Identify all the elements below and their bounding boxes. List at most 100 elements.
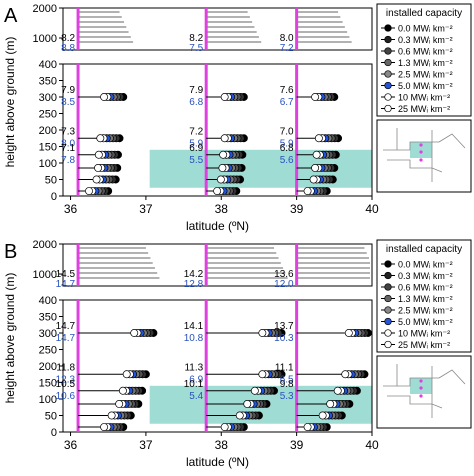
- state-border: [438, 133, 466, 149]
- value-label-black: 10.5: [56, 379, 76, 390]
- map-shaded-area: [410, 142, 432, 158]
- y-tick-label: 1000: [33, 269, 57, 281]
- legend-entry: 25 MWᵢ km⁻²: [398, 104, 450, 114]
- data-point: [94, 150, 103, 159]
- data-point: [258, 329, 267, 337]
- value-label-black: 8.0: [280, 33, 294, 44]
- data-point: [312, 150, 321, 159]
- value-label-blue: 14.7: [56, 279, 76, 290]
- legend-marker: [384, 104, 392, 113]
- legend-marker: [384, 93, 392, 101]
- legend-marker: [384, 306, 392, 314]
- legend-marker: [384, 81, 392, 90]
- value-label-blue: 6.5: [280, 374, 294, 385]
- value-label-black: 7.1: [61, 143, 75, 154]
- legend-entry: 5.0 MWᵢ km⁻²: [398, 317, 453, 327]
- value-label-blue: 10.8: [184, 333, 204, 344]
- x-axis-label: latitude (ºN): [186, 219, 249, 233]
- value-label-blue: 6.9: [189, 374, 203, 385]
- legend-marker: [384, 317, 392, 326]
- y-tick-label: 100: [39, 158, 57, 170]
- legend-title: installed capacity: [386, 8, 462, 19]
- legend-entry: 0.3 MWᵢ km⁻²: [398, 35, 453, 45]
- x-axis-label: latitude (ºN): [186, 455, 249, 469]
- data-point: [344, 329, 353, 337]
- legend-entry: 5.0 MWᵢ km⁻²: [398, 81, 453, 91]
- value-label-blue: 5.3: [280, 391, 294, 402]
- value-label-black: 11.8: [56, 362, 75, 373]
- y-tick-label: 350: [39, 76, 57, 88]
- map-site-marker: [419, 386, 423, 390]
- inset-map: [376, 119, 472, 193]
- data-point: [235, 411, 244, 420]
- y-tick-label: 50: [45, 175, 57, 187]
- legend-marker: [384, 58, 392, 67]
- value-label-black: 6.8: [280, 143, 294, 154]
- panel-label: B: [4, 241, 17, 263]
- map-shaded-area: [410, 378, 432, 394]
- value-label-black: 11.3: [184, 362, 203, 373]
- legend-entry: 25 MWᵢ km⁻²: [398, 340, 450, 350]
- y-axis-label: height above ground (m): [3, 37, 17, 168]
- data-point: [219, 150, 228, 159]
- value-label-blue: 5.5: [189, 155, 203, 166]
- value-label-blue: 7.5: [189, 43, 203, 54]
- y-tick-label: 400: [39, 295, 57, 307]
- value-label-blue: 10.6: [56, 391, 76, 402]
- x-tick-label: 37: [139, 438, 153, 452]
- y-tick-label: 200: [39, 125, 57, 137]
- legend-entry: 0.0 MWᵢ km⁻²: [398, 24, 453, 34]
- map-site-marker: [419, 394, 423, 398]
- panel-label: A: [4, 5, 18, 27]
- x-tick-label: 40: [365, 438, 379, 452]
- y-tick-label: 150: [39, 142, 57, 154]
- value-label-blue: 12.0: [274, 279, 294, 290]
- map-site-marker: [419, 150, 423, 154]
- legend-marker: [384, 47, 392, 55]
- value-label-black: 8.2: [61, 33, 75, 44]
- legend-entry: 2.5 MWᵢ km⁻²: [398, 306, 453, 316]
- data-point: [250, 386, 259, 395]
- x-tick-label: 39: [290, 438, 304, 452]
- value-label-black: 10.1: [184, 379, 204, 390]
- data-point: [303, 423, 312, 431]
- legend-entry: 1.3 MWᵢ km⁻²: [398, 294, 453, 304]
- value-label-blue: 14.7: [56, 333, 76, 344]
- y-tick-label: 2000: [33, 239, 57, 251]
- value-label-black: 14.5: [56, 269, 76, 280]
- legend-marker: [384, 340, 392, 349]
- legend-entry: 0.3 MWᵢ km⁻²: [398, 271, 453, 281]
- value-label-black: 7.6: [280, 85, 294, 96]
- legend-entry: 0.0 MWᵢ km⁻²: [398, 260, 453, 270]
- legend-entry: 0.6 MWᵢ km⁻²: [398, 283, 453, 293]
- data-point: [100, 423, 109, 431]
- state-border: [383, 377, 439, 387]
- inset-map: [376, 355, 472, 429]
- data-point: [216, 175, 225, 184]
- y-tick-label: 200: [39, 361, 57, 373]
- data-point: [100, 93, 109, 101]
- y-axis-label: height above ground (m): [3, 273, 17, 404]
- value-label-blue: 10.3: [274, 333, 294, 344]
- legend-marker: [384, 283, 392, 291]
- x-tick-label: 37: [139, 202, 153, 216]
- value-label-black: 9.8: [280, 379, 294, 390]
- value-label-black: 7.9: [61, 85, 75, 96]
- upper-plot-frame: [62, 243, 373, 287]
- panel-a: A 0 50 100 150 200 250 300 350 400 1000 2000 height …: [3, 3, 472, 233]
- data-point: [122, 370, 131, 379]
- data-point: [341, 370, 350, 379]
- data-point: [258, 370, 267, 379]
- x-tick-label: 40: [365, 202, 379, 216]
- y-tick-label: 300: [39, 92, 57, 104]
- y-tick-label: 250: [39, 345, 57, 357]
- data-point: [94, 163, 103, 172]
- data-point: [220, 93, 229, 101]
- y-tick-label: 300: [39, 328, 57, 340]
- legend-marker: [384, 329, 392, 337]
- value-label-black: 7.2: [189, 126, 203, 137]
- value-label-black: 14.1: [184, 321, 204, 332]
- y-tick-label: 400: [39, 59, 57, 71]
- x-tick-label: 36: [64, 202, 78, 216]
- value-label-black: 14.7: [56, 321, 76, 332]
